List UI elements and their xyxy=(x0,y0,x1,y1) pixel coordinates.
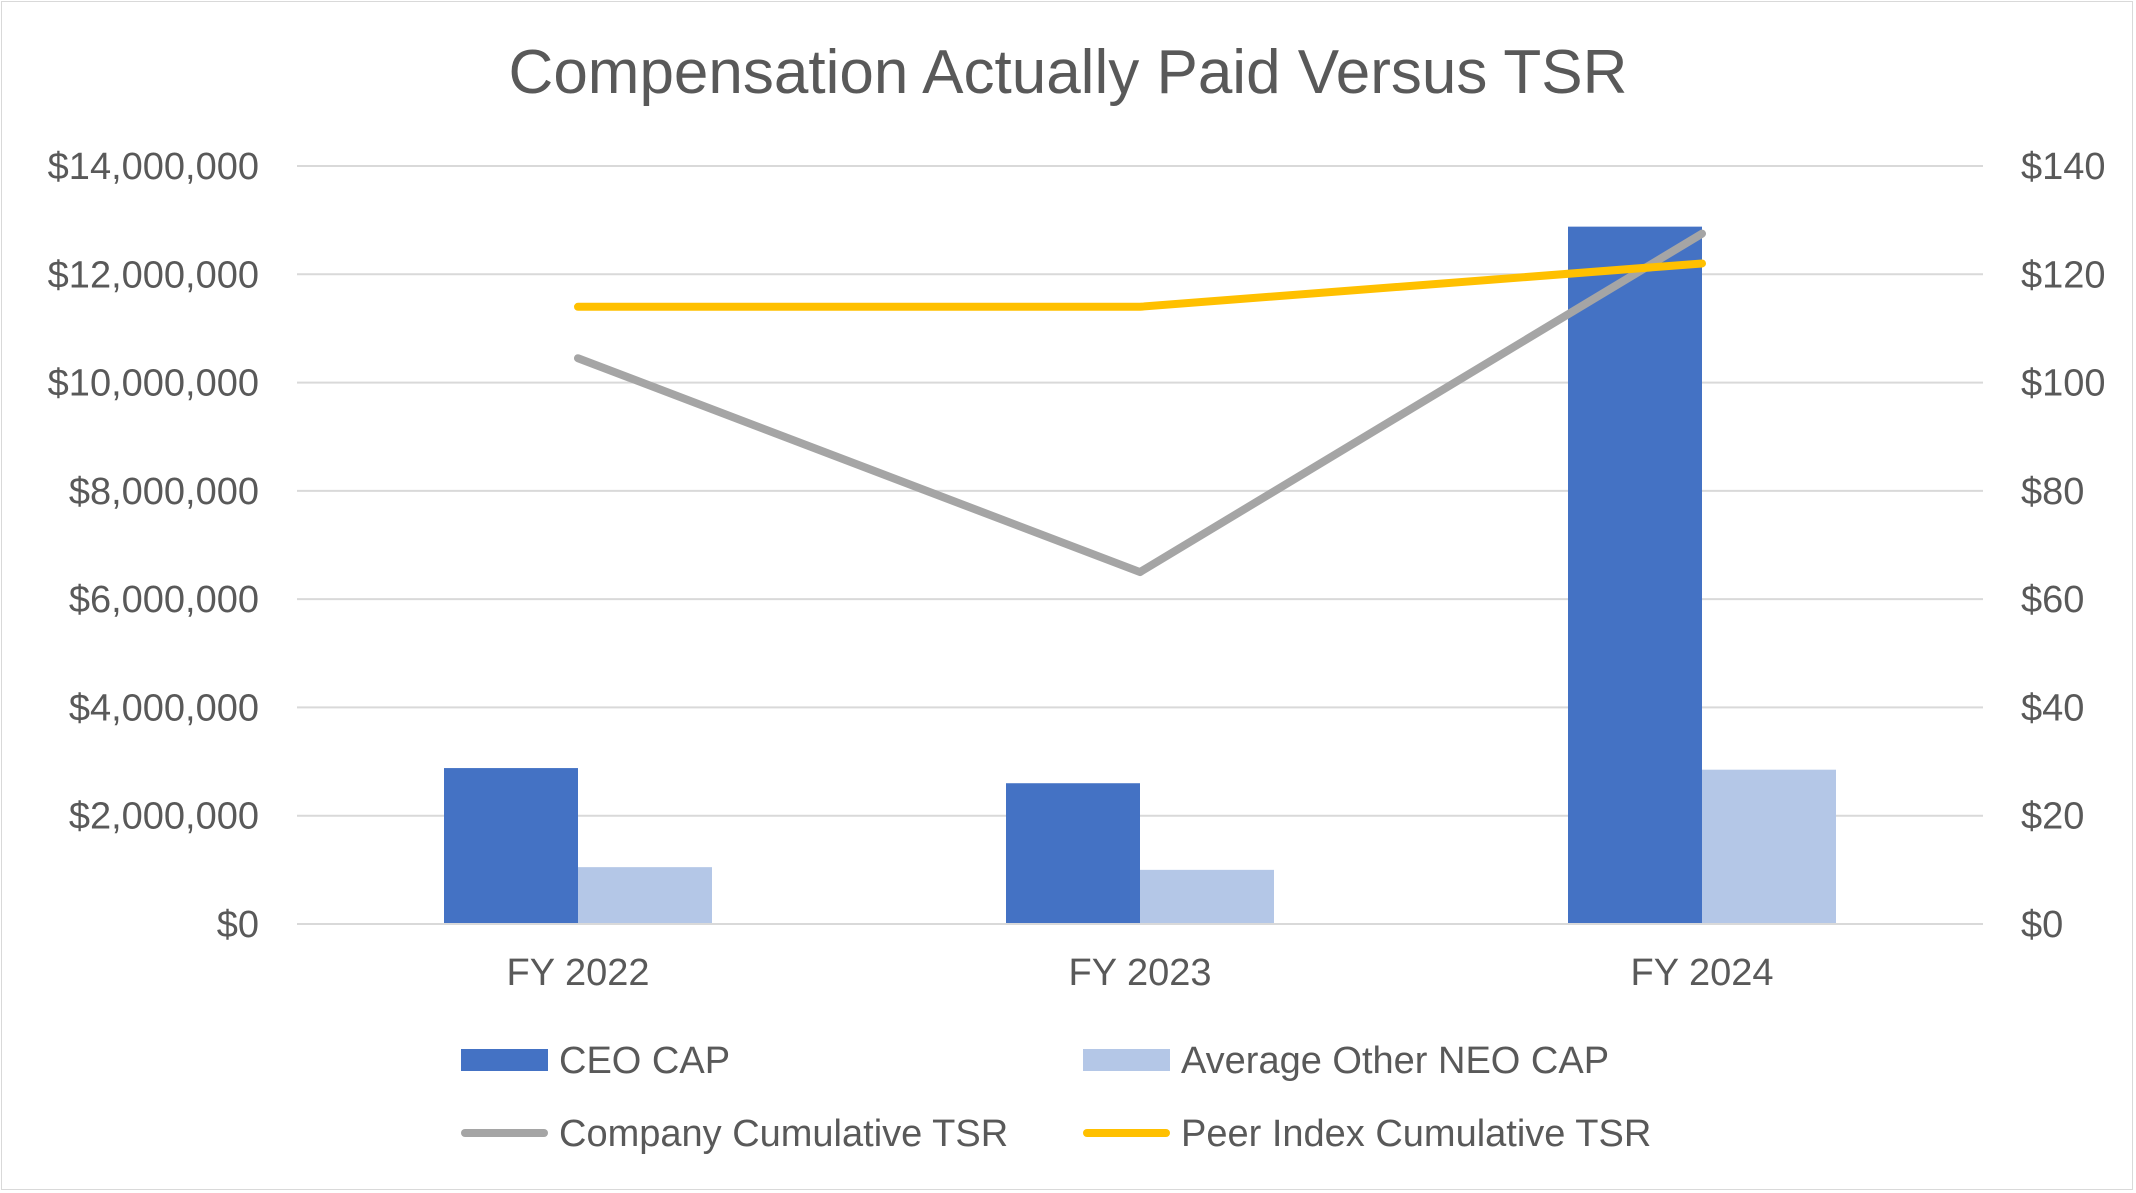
legend-label: Company Cumulative TSR xyxy=(559,1113,1008,1155)
category-axis: FY 2022 FY 2023 FY 2024 xyxy=(297,923,1983,994)
right-tick-label: $100 xyxy=(2021,363,2106,405)
legend-label: Average Other NEO CAP xyxy=(1181,1040,1609,1082)
bar-ceo-cap-fy-2024 xyxy=(1568,226,1702,924)
chart-title: Compensation Actually Paid Versus TSR xyxy=(509,38,1628,107)
bar-average-other-neo-cap-fy-2022 xyxy=(578,867,712,924)
legend-swatch xyxy=(461,1049,548,1071)
left-tick-label: $10,000,000 xyxy=(48,363,259,405)
right-tick-label: $140 xyxy=(2021,146,2106,188)
legend: CEO CAP Average Other NEO CAP Company Cumu… xyxy=(461,1040,1651,1155)
left-tick-label: $14,000,000 xyxy=(48,146,259,188)
right-tick-label: $120 xyxy=(2021,254,2106,296)
right-tick-label: $0 xyxy=(2021,904,2063,946)
legend-item-peer-index-cumulative-tsr: Peer Index Cumulative TSR xyxy=(1083,1113,1651,1155)
right-tick-label: $40 xyxy=(2021,687,2084,729)
right-axis: $0 $20 $40 $60 $80 $100 $120 $140 xyxy=(2021,146,2106,946)
bar-ceo-cap-fy-2023 xyxy=(1006,783,1140,924)
bar-ceo-cap-fy-2022 xyxy=(444,768,578,924)
line-series xyxy=(574,229,1706,577)
legend-item-ceo-cap: CEO CAP xyxy=(461,1040,730,1082)
legend-label: Peer Index Cumulative TSR xyxy=(1181,1113,1651,1155)
category-label: FY 2024 xyxy=(1631,952,1774,994)
left-tick-label: $4,000,000 xyxy=(69,687,259,729)
line-peer-index-cumulative-tsr xyxy=(574,259,1706,311)
category-label: FY 2022 xyxy=(507,952,650,994)
legend-item-company-cumulative-tsr: Company Cumulative TSR xyxy=(461,1113,1008,1155)
category-label: FY 2023 xyxy=(1069,952,1212,994)
right-tick-label: $80 xyxy=(2021,471,2084,513)
right-tick-label: $60 xyxy=(2021,579,2084,621)
left-tick-label: $12,000,000 xyxy=(48,254,259,296)
line-company-cumulative-tsr xyxy=(574,229,1706,577)
legend-swatch xyxy=(1083,1049,1170,1071)
bar-average-other-neo-cap-fy-2024 xyxy=(1702,769,1836,924)
left-tick-label: $0 xyxy=(217,904,259,946)
legend-label: CEO CAP xyxy=(559,1040,730,1082)
legend-item-average-other-neo-cap: Average Other NEO CAP xyxy=(1083,1040,1609,1082)
left-tick-label: $8,000,000 xyxy=(69,471,259,513)
right-tick-label: $20 xyxy=(2021,796,2084,838)
bar-series xyxy=(444,226,1836,924)
left-tick-label: $2,000,000 xyxy=(69,796,259,838)
bar-average-other-neo-cap-fy-2023 xyxy=(1140,869,1274,924)
left-axis: $0 $2,000,000 $4,000,000 $6,000,000 $8,000,0… xyxy=(48,146,259,946)
left-tick-label: $6,000,000 xyxy=(69,579,259,621)
